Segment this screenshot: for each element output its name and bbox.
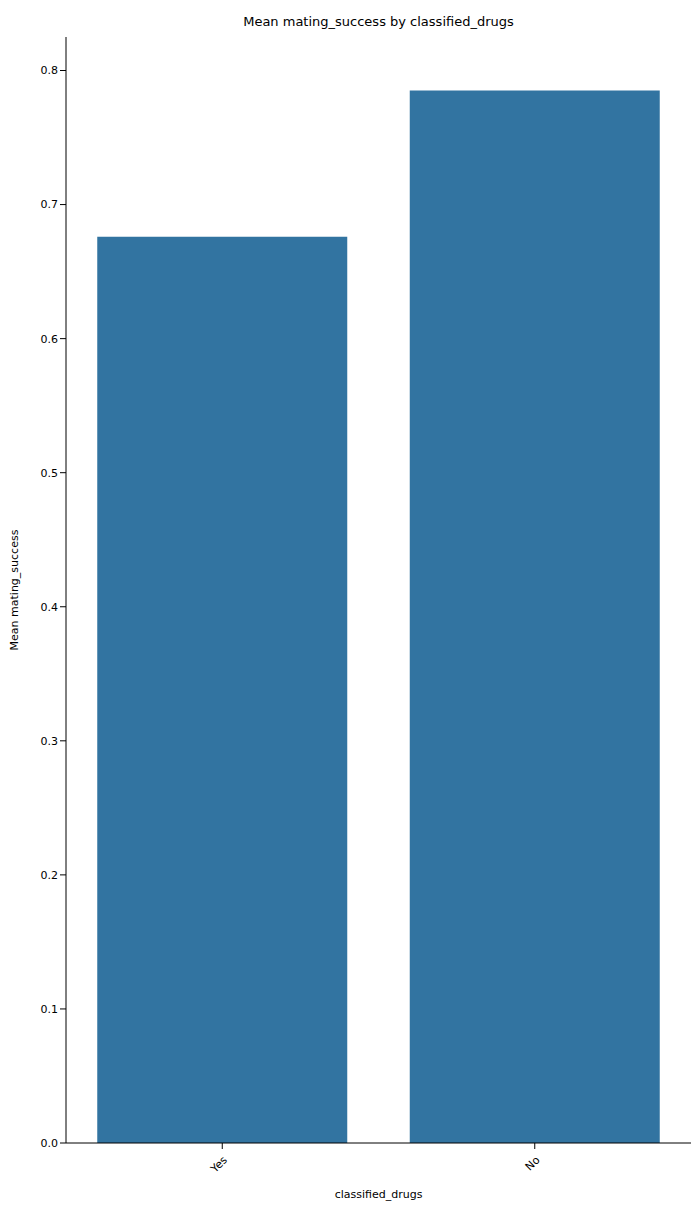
svg-text:Yes: Yes [208,1153,231,1176]
svg-text:Mean mating_success: Mean mating_success [8,529,21,650]
svg-text:0.3: 0.3 [41,735,59,748]
svg-text:0.5: 0.5 [41,467,59,480]
svg-text:0.1: 0.1 [41,1003,59,1016]
svg-text:0.2: 0.2 [41,869,59,882]
svg-text:0.0: 0.0 [41,1137,59,1150]
html-text:Mean mating_success by classif: Mean mating_success by classified_drugs [243,14,514,29]
svg-text:0.8: 0.8 [41,64,59,77]
svg-text:0.4: 0.4 [41,601,59,614]
svg-text:classified_drugs: classified_drugs [335,1188,423,1201]
svg-text:0.6: 0.6 [41,333,59,346]
svg-text:0.7: 0.7 [41,198,59,211]
svg-text:No: No [523,1153,543,1173]
